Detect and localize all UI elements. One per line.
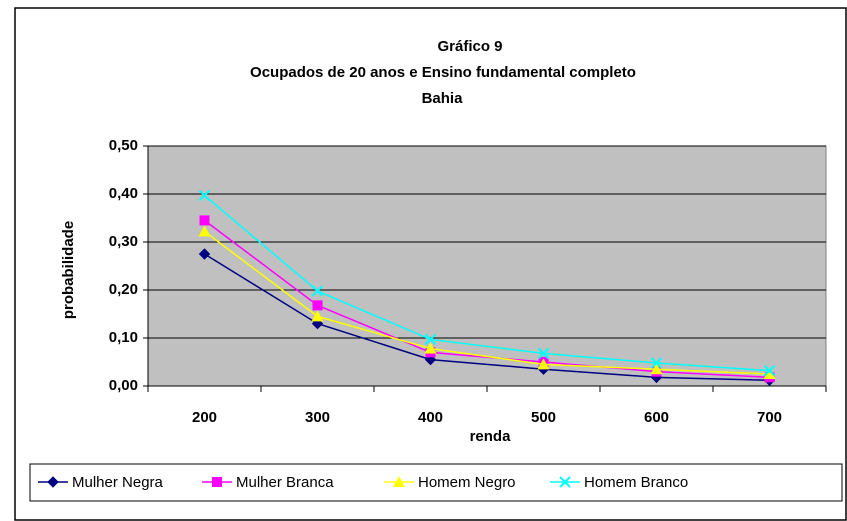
y-tick-label: 0,30 (109, 233, 138, 250)
x-axis-label: renda (470, 428, 512, 445)
marker (424, 342, 437, 354)
x-tick-label: 200 (192, 409, 217, 426)
chart-subtitle: Bahia (422, 90, 464, 107)
marker (198, 248, 211, 260)
marker (198, 189, 211, 202)
x-tick-label: 500 (531, 409, 556, 426)
marker (311, 285, 324, 297)
y-tick-label: 0,50 (109, 137, 138, 154)
marker (763, 368, 776, 379)
marker (312, 300, 323, 311)
marker (650, 363, 663, 375)
legend-label: Homem Branco (584, 474, 688, 491)
y-tick-label: 0,00 (109, 377, 138, 394)
legend-label: Mulher Branca (236, 474, 334, 491)
marker (537, 347, 550, 360)
marker (424, 333, 437, 346)
series-line (204, 230, 770, 375)
x-tick-label: 600 (644, 409, 669, 426)
marker (212, 477, 222, 487)
marker (559, 476, 571, 488)
marker (47, 476, 59, 488)
x-tick-label: 400 (418, 409, 443, 426)
y-axis-label: probabilidade (60, 221, 77, 319)
series-line (204, 253, 770, 381)
marker (199, 215, 210, 226)
x-tick-label: 700 (757, 409, 782, 426)
marker (393, 476, 405, 487)
y-tick-label: 0,20 (109, 281, 138, 298)
chart-subtitle: Ocupados de 20 anos e Ensino fundamental… (250, 64, 636, 81)
series-line (204, 194, 770, 372)
marker (650, 357, 663, 369)
legend-box (29, 463, 843, 502)
legend-label: Homem Negro (418, 474, 516, 491)
marker (763, 364, 776, 377)
marker (537, 358, 550, 370)
chart-title: Gráfico 9 (437, 38, 502, 55)
y-tick-label: 0,40 (109, 185, 138, 202)
y-tick-label: 0,10 (109, 329, 138, 346)
x-tick-label: 300 (305, 409, 330, 426)
legend-label: Mulher Negra (72, 474, 164, 491)
marker (311, 310, 324, 322)
marker (198, 225, 211, 237)
